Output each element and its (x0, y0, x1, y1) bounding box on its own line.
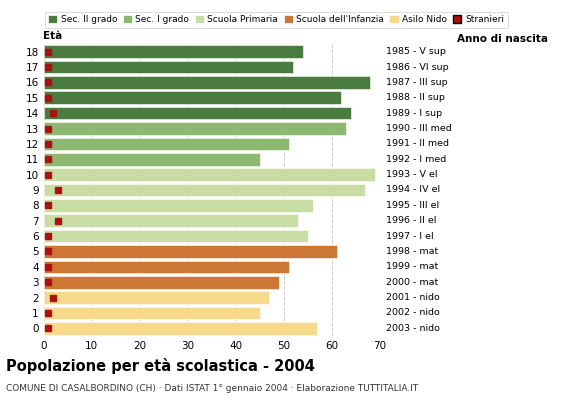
Bar (44, 214, 298, 227)
Bar (44, 199, 313, 212)
Bar (44, 138, 289, 150)
Bar (44, 92, 342, 104)
Bar (44, 168, 375, 181)
Text: 1996 - II el: 1996 - II el (386, 216, 436, 225)
Bar (44, 276, 279, 288)
Bar (44, 322, 317, 335)
Bar (44, 107, 351, 120)
Legend: Sec. II grado, Sec. I grado, Scuola Primaria, Scuola dell'Infanzia, Asilo Nido, : Sec. II grado, Sec. I grado, Scuola Prim… (45, 12, 508, 28)
Text: 1991 - II med: 1991 - II med (386, 139, 449, 148)
Text: Età: Età (44, 31, 63, 41)
Text: 1992 - I med: 1992 - I med (386, 155, 446, 164)
Bar (44, 76, 370, 89)
Text: 1989 - I sup: 1989 - I sup (386, 109, 442, 118)
Text: COMUNE DI CASALBORDINO (CH) · Dati ISTAT 1° gennaio 2004 · Elaborazione TUTTITAL: COMUNE DI CASALBORDINO (CH) · Dati ISTAT… (6, 384, 418, 393)
Bar (44, 153, 260, 166)
Text: 1994 - IV el: 1994 - IV el (386, 186, 440, 194)
Text: 1987 - III sup: 1987 - III sup (386, 78, 447, 87)
Bar (44, 45, 303, 58)
Text: 2000 - mat: 2000 - mat (386, 278, 438, 287)
Text: 2003 - nido: 2003 - nido (386, 324, 440, 333)
Text: Popolazione per età scolastica - 2004: Popolazione per età scolastica - 2004 (6, 358, 315, 374)
Text: 1985 - V sup: 1985 - V sup (386, 47, 445, 56)
Bar (44, 291, 269, 304)
Bar (44, 61, 293, 73)
Text: 2001 - nido: 2001 - nido (386, 293, 440, 302)
Bar (44, 184, 365, 196)
Text: 1997 - I el: 1997 - I el (386, 232, 433, 241)
Text: 1990 - III med: 1990 - III med (386, 124, 451, 133)
Bar (44, 245, 336, 258)
Bar (44, 260, 289, 273)
Text: 1998 - mat: 1998 - mat (386, 247, 438, 256)
Bar (44, 230, 308, 242)
Text: Anno di nascita: Anno di nascita (457, 34, 548, 44)
Bar (44, 122, 346, 135)
Bar (44, 307, 260, 319)
Text: 1986 - VI sup: 1986 - VI sup (386, 62, 448, 72)
Text: 1999 - mat: 1999 - mat (386, 262, 438, 271)
Text: 2002 - nido: 2002 - nido (386, 308, 440, 318)
Text: 1995 - III el: 1995 - III el (386, 201, 439, 210)
Text: 1993 - V el: 1993 - V el (386, 170, 437, 179)
Text: 1988 - II sup: 1988 - II sup (386, 93, 445, 102)
